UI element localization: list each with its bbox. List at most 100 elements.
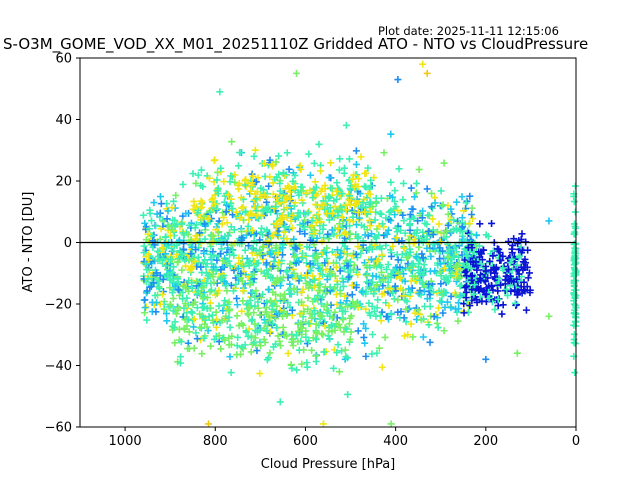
data-point <box>288 364 296 372</box>
data-point <box>442 233 450 241</box>
data-point <box>325 327 333 335</box>
data-point <box>436 238 444 246</box>
data-point <box>473 231 481 239</box>
data-point <box>235 185 243 193</box>
data-point <box>522 306 530 314</box>
data-point <box>485 282 493 290</box>
data-point <box>507 287 515 295</box>
data-point <box>348 252 356 260</box>
data-point <box>223 219 231 227</box>
data-point <box>442 273 450 281</box>
data-point <box>336 267 344 275</box>
data-point <box>331 308 339 316</box>
data-point <box>510 235 518 243</box>
data-point <box>450 253 458 261</box>
data-point <box>394 207 402 215</box>
data-point <box>475 242 483 250</box>
data-point <box>411 309 419 317</box>
data-point <box>402 318 410 326</box>
data-point <box>397 308 405 316</box>
data-point <box>447 249 455 257</box>
data-point <box>430 313 438 321</box>
data-point <box>325 194 333 202</box>
data-point <box>425 280 433 288</box>
data-point <box>314 210 322 218</box>
data-point <box>267 274 275 282</box>
data-point <box>269 262 277 270</box>
data-point <box>163 310 171 318</box>
data-point <box>254 304 262 312</box>
data-point <box>357 221 365 229</box>
data-point <box>301 230 309 238</box>
data-point <box>400 270 408 278</box>
data-point <box>434 228 442 236</box>
data-point <box>346 192 354 200</box>
data-point <box>233 312 241 320</box>
data-point <box>313 211 321 219</box>
data-point <box>275 259 283 267</box>
data-point <box>400 314 408 322</box>
data-point <box>177 338 185 346</box>
data-point <box>256 193 264 201</box>
data-point <box>207 286 215 294</box>
data-point <box>306 310 314 318</box>
data-point <box>225 298 233 306</box>
data-point <box>505 265 513 273</box>
data-point <box>287 290 295 298</box>
data-point <box>311 276 319 284</box>
data-point <box>235 265 243 273</box>
data-point <box>249 274 257 282</box>
data-point <box>419 60 427 68</box>
data-point <box>225 257 233 265</box>
data-point <box>369 331 377 339</box>
data-point <box>282 185 290 193</box>
data-point <box>279 323 287 331</box>
data-point <box>285 165 293 173</box>
data-point <box>329 209 337 217</box>
data-point <box>461 256 469 264</box>
data-point <box>453 226 461 234</box>
data-point <box>397 274 405 282</box>
data-point <box>364 164 372 172</box>
data-point <box>289 177 297 185</box>
data-point <box>212 226 220 234</box>
data-point <box>141 219 149 227</box>
data-point <box>382 214 390 222</box>
data-point <box>472 258 480 266</box>
data-point <box>246 281 254 289</box>
data-point <box>365 299 373 307</box>
data-point <box>308 231 316 239</box>
data-point <box>339 282 347 290</box>
data-point <box>212 308 220 316</box>
data-point <box>366 263 374 271</box>
data-point <box>282 268 290 276</box>
data-point <box>192 246 200 254</box>
data-point <box>456 293 464 301</box>
data-point <box>365 216 373 224</box>
data-point <box>412 189 420 197</box>
data-point <box>394 296 402 304</box>
data-point <box>383 230 391 238</box>
data-point <box>445 246 453 254</box>
data-point <box>209 248 217 256</box>
data-point <box>415 269 423 277</box>
data-point <box>373 304 381 312</box>
data-point <box>277 342 285 350</box>
data-point <box>357 153 365 161</box>
data-point <box>405 264 413 272</box>
data-point <box>463 282 471 290</box>
data-point <box>447 259 455 267</box>
data-point <box>144 275 152 283</box>
data-point <box>494 287 502 295</box>
data-point <box>179 289 187 297</box>
data-point <box>526 286 534 294</box>
data-point <box>387 130 395 138</box>
data-point <box>444 221 452 229</box>
data-point <box>298 298 306 306</box>
data-point <box>452 305 460 313</box>
data-point <box>416 276 424 284</box>
data-point <box>284 349 292 357</box>
data-point <box>410 215 418 223</box>
data-point <box>247 187 255 195</box>
